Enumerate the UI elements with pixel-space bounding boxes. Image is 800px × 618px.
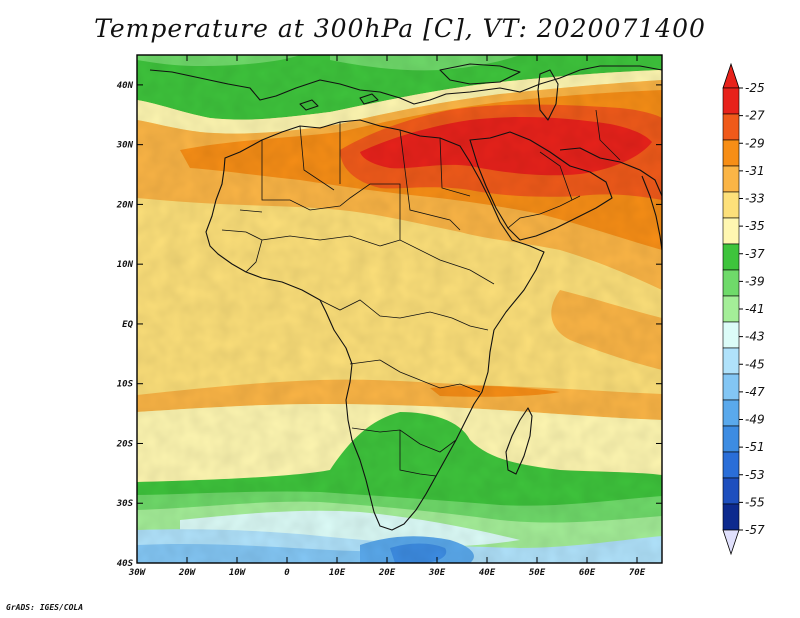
colorbar-label: -51 <box>745 440 765 454</box>
colorbar-swatch <box>722 451 740 479</box>
colorbar-swatch <box>722 113 740 141</box>
y-tick-label: EQ <box>122 320 133 330</box>
black-sea-coastline <box>439 63 521 85</box>
x-tick-label: 20E <box>378 568 396 578</box>
y-tick-label: 20S <box>116 439 134 449</box>
colorbar-label: -57 <box>745 523 765 537</box>
plot-frame <box>136 54 663 564</box>
x-tick-label: 10W <box>229 568 247 578</box>
colorbar: -25 -27 -29 -31 -33 -35 -37 -39 -41 -43 -45 -47 -49 -… <box>722 62 765 556</box>
colorbar-label: -35 <box>745 219 765 233</box>
x-tick-label: 60E <box>579 568 596 578</box>
colorbar-label: -47 <box>745 385 765 399</box>
colorbar-swatch <box>722 217 740 245</box>
x-tick-label: 70E <box>629 568 646 578</box>
country-borders <box>221 109 621 477</box>
colorbar-swatch <box>722 399 740 427</box>
x-tick-label: 0 <box>284 568 290 578</box>
x-tick-label: 10E <box>329 568 346 578</box>
x-tick-label: 30E <box>428 568 446 578</box>
footer-credit: GrADS: IGES/COLA <box>6 603 84 612</box>
colorbar-swatch <box>722 139 740 167</box>
colorbar-swatch <box>722 373 740 401</box>
colorbar-label: -25 <box>745 81 765 95</box>
arabia-coastline <box>469 131 613 241</box>
colorbar-label: -27 <box>745 109 765 123</box>
colorbar-swatch <box>722 425 740 453</box>
colorbar-label: -31 <box>745 164 765 178</box>
colorbar-bottom-cap <box>722 529 740 556</box>
persian-gulf-coastline <box>559 147 662 197</box>
colorbar-label: -41 <box>745 302 765 316</box>
colorbar-swatch <box>722 295 740 323</box>
colorbar-swatch <box>722 269 740 297</box>
caspian-coastline <box>537 69 559 121</box>
axis-ticks: 30W 20W 10W 0 10E 20E 30E 40E 50E 60E 70E 40N 30N 20N… <box>116 55 662 578</box>
colorbar-top-cap <box>722 62 740 89</box>
y-tick-label: 30S <box>116 499 134 509</box>
colorbar-label: -53 <box>745 468 765 482</box>
x-tick-label: 20W <box>178 568 197 578</box>
colorbar-label: -55 <box>745 495 765 509</box>
colorbar-swatch <box>722 87 740 115</box>
madagascar-coastline <box>505 407 533 475</box>
colorbar-swatch <box>722 243 740 271</box>
colorbar-swatch <box>722 477 740 505</box>
colorbar-label: -37 <box>745 247 765 261</box>
europe-coastline <box>149 65 662 105</box>
y-tick-label: 40S <box>117 559 134 569</box>
colorbar-swatch <box>722 321 740 349</box>
colorbar-label: -33 <box>745 192 765 206</box>
colorbar-label: -39 <box>745 274 765 288</box>
colorbar-swatch <box>722 503 740 531</box>
colorbar-swatch <box>722 165 740 193</box>
x-tick-label: 30W <box>128 568 147 578</box>
colorbar-label: -45 <box>745 357 765 371</box>
y-tick-label: 20N <box>116 200 134 210</box>
colorbar-label: -29 <box>745 136 765 150</box>
chart-title: Temperature at 300hPa [C], VT: 202007140… <box>94 14 706 43</box>
y-tick-label: 10S <box>117 380 134 390</box>
colorbar-swatch <box>722 347 740 375</box>
mediterranean-islands <box>299 93 379 111</box>
temperature-field <box>137 55 662 563</box>
x-tick-label: 50E <box>529 568 546 578</box>
india-coastline <box>641 175 662 251</box>
y-tick-label: 10N <box>117 260 134 270</box>
y-tick-label: 40N <box>117 81 134 91</box>
colorbar-label: -49 <box>745 413 765 427</box>
x-tick-label: 40E <box>479 568 496 578</box>
colorbar-label: -43 <box>745 330 765 344</box>
y-tick-label: 30N <box>116 141 134 151</box>
colorbar-swatch <box>722 191 740 219</box>
